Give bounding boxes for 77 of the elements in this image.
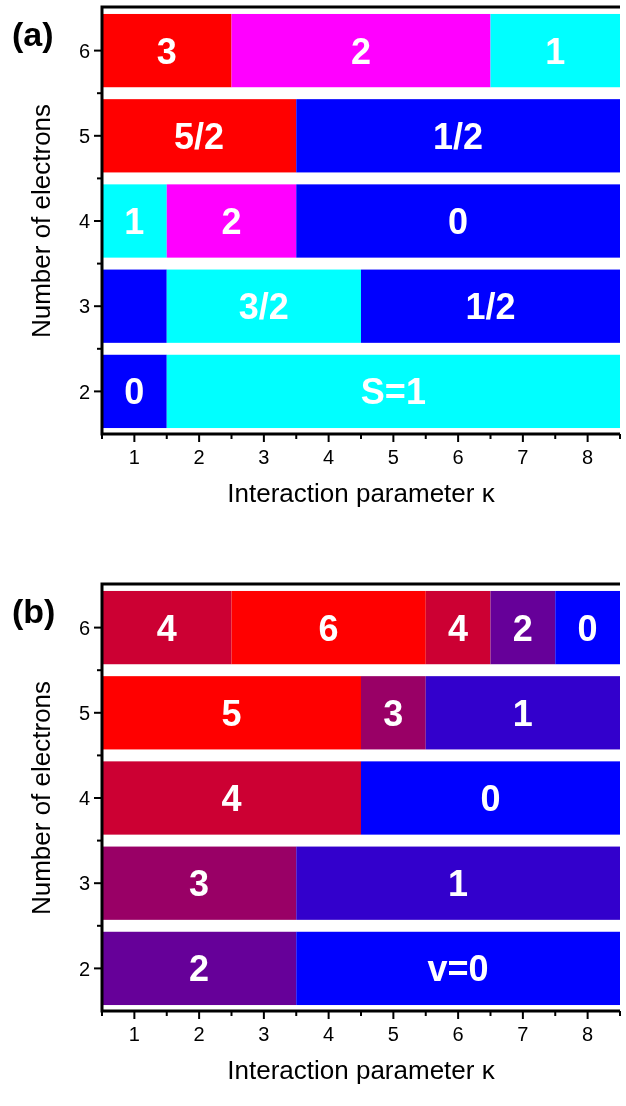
y-tick-label: 5 bbox=[78, 702, 90, 724]
x-tick-label: 6 bbox=[452, 1023, 464, 1045]
x-tick-label: 5 bbox=[387, 1023, 399, 1045]
bar bbox=[166, 184, 297, 258]
x-tick-label: 8 bbox=[582, 1023, 594, 1045]
annotation: 1 bbox=[545, 30, 566, 72]
annotation: 6 bbox=[318, 607, 339, 649]
y-tick-label: 4 bbox=[78, 210, 90, 233]
x-tick-label: 4 bbox=[323, 446, 335, 468]
annotation: 4 bbox=[221, 777, 242, 819]
bar bbox=[231, 13, 491, 88]
y-tick-label: 3 bbox=[78, 295, 90, 318]
annotation: 2 bbox=[350, 30, 372, 72]
x-tick-label: 8 bbox=[582, 446, 594, 468]
bar bbox=[102, 676, 361, 750]
bar bbox=[102, 13, 232, 88]
annotation: 0 bbox=[124, 371, 145, 413]
annotation: 5/2 bbox=[174, 115, 225, 157]
y-tick-label: 6 bbox=[78, 616, 90, 639]
annotation: S=1 bbox=[360, 371, 426, 413]
annotation: 1 bbox=[448, 863, 469, 905]
y-tick-label: 4 bbox=[78, 787, 90, 810]
x-tick-label: 4 bbox=[323, 1023, 335, 1045]
y-tick-label: 3 bbox=[78, 872, 90, 895]
bar bbox=[166, 269, 361, 343]
annotation: 0 bbox=[448, 200, 469, 242]
annotation: 2 bbox=[512, 607, 533, 649]
annotation: 1/2 bbox=[433, 115, 484, 157]
y-tick-label: 6 bbox=[78, 39, 90, 62]
annotation: 2 bbox=[189, 948, 210, 990]
x-tick-label: 6 bbox=[452, 446, 464, 468]
annotation: 1 bbox=[512, 692, 533, 734]
x-tick-label: 1 bbox=[128, 446, 140, 468]
x-tick-label: 7 bbox=[517, 1023, 529, 1045]
x-tick-label: 2 bbox=[193, 446, 205, 468]
chart-title: (a) bbox=[12, 15, 54, 53]
x-tick-label: 5 bbox=[387, 446, 399, 468]
x-tick-label: 1 bbox=[128, 1023, 140, 1045]
bar bbox=[361, 676, 426, 750]
bar bbox=[296, 931, 620, 1006]
annotation: v=0 bbox=[427, 948, 489, 990]
bar bbox=[231, 590, 426, 665]
chart-title: (b) bbox=[12, 592, 56, 630]
bar bbox=[490, 590, 556, 665]
x-tick-label: 3 bbox=[258, 446, 270, 468]
bar bbox=[361, 269, 620, 343]
annotation: 4 bbox=[448, 607, 469, 649]
annotation: 3 bbox=[156, 30, 177, 72]
bar bbox=[102, 590, 232, 665]
annotation: 4 bbox=[156, 607, 177, 649]
annotation: 0 bbox=[480, 777, 501, 819]
bar bbox=[296, 184, 620, 258]
bar bbox=[555, 590, 620, 665]
y-tick-label: 2 bbox=[78, 380, 90, 403]
y-tick-label: 2 bbox=[78, 957, 90, 980]
bar bbox=[102, 99, 297, 173]
annotation: 1 bbox=[124, 200, 145, 242]
annotation: 3 bbox=[383, 692, 404, 734]
y-axis-title: Number of electrons bbox=[26, 680, 56, 916]
annotation: 5 bbox=[221, 692, 242, 734]
annotation: 3/2 bbox=[238, 286, 289, 328]
x-tick-label: 3 bbox=[258, 1023, 270, 1045]
x-axis-title: Interaction parameter κ bbox=[227, 478, 496, 508]
bar bbox=[102, 761, 361, 835]
annotation: 3 bbox=[189, 863, 210, 905]
bar bbox=[361, 761, 620, 835]
x-axis-title: Interaction parameter κ bbox=[227, 1055, 496, 1085]
x-tick-label: 7 bbox=[517, 446, 529, 468]
bar bbox=[425, 676, 620, 750]
bar bbox=[102, 846, 297, 920]
bar bbox=[166, 354, 620, 429]
y-axis-title: Number of electrons bbox=[26, 103, 56, 339]
x-tick-label: 2 bbox=[193, 1023, 205, 1045]
annotation: 1/2 bbox=[465, 286, 516, 328]
y-tick-label: 5 bbox=[78, 125, 90, 147]
annotation: 2 bbox=[221, 200, 242, 242]
annotation: 0 bbox=[577, 607, 598, 649]
